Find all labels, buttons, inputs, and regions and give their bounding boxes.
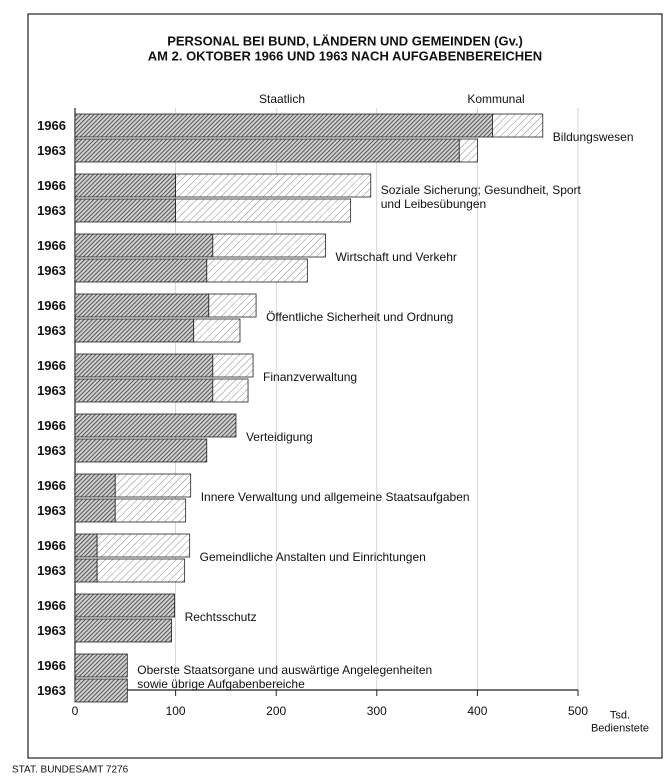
year-label: 1966 [37,598,66,613]
bar [96,558,186,583]
year-label: 1966 [37,238,66,253]
category-label: Bildungswesen [553,130,634,144]
chart-title: PERSONAL BEI BUND, LÄNDERN UND GEMEINDEN… [167,33,523,48]
bar [74,533,98,558]
year-label: 1963 [37,383,66,398]
year-label: 1966 [37,298,66,313]
category-label: Soziale Sicherung; Gesundheit, Sport und … [381,183,582,211]
bar [212,353,254,378]
x-tick-label: 500 [568,704,588,718]
bar [74,258,208,283]
bar [74,173,176,198]
bar [74,233,214,258]
year-label: 1963 [37,503,66,518]
x-tick-label: 300 [367,704,387,718]
bar [175,198,352,223]
category-label: Rechtsschutz [185,610,257,624]
year-label: 1963 [37,443,66,458]
source: STAT. BUNDESAMT 7276 [12,765,129,776]
bar [96,533,191,558]
bar [74,353,214,378]
x-tick-label: 400 [467,704,487,718]
legend-label: Kommunal [467,92,524,106]
bar [74,473,116,498]
year-label: 1966 [37,358,66,373]
category-label: Verteidigung [246,430,313,444]
chart-title: AM 2. OKTOBER 1966 UND 1963 NACH AUFGABE… [148,48,542,63]
bar [175,173,372,198]
year-label: 1963 [37,323,66,338]
year-label: 1963 [37,683,66,698]
category-label: Gemeindliche Anstalten und Einrichtungen [200,550,426,564]
frame [27,13,663,759]
category-label: Innere Verwaltung und allgemeine Staatsa… [201,490,470,504]
bar [74,438,208,463]
bar [74,113,493,138]
year-label: 1963 [37,203,66,218]
bar [492,113,544,138]
year-label: 1963 [37,143,66,158]
bar [212,233,326,258]
year-label: 1963 [37,563,66,578]
year-label: 1966 [37,538,66,553]
bar [193,318,241,343]
bar [74,378,214,403]
year-label: 1966 [37,118,66,133]
x-tick-label: 100 [166,704,186,718]
category-label: Oberste Staatsorgane und auswärtige Ange… [137,663,432,691]
bar [114,473,192,498]
category-label: Öffentliche Sicherheit und Ordnung [266,310,453,324]
year-label: 1963 [37,623,66,638]
category-label: Finanzverwaltung [263,370,357,384]
category-label: Wirtschaft und Verkehr [335,250,456,264]
bar [74,413,237,438]
bar [74,138,460,163]
bar [74,618,172,643]
x-tick-label: 200 [266,704,286,718]
x-axis-label: Tsd. Bedienstete [591,709,649,734]
bar [74,558,98,583]
bar [114,498,187,523]
bar [74,318,195,343]
bar [74,198,176,223]
bar [208,293,257,318]
legend-label: Staatlich [259,92,305,106]
bar [212,378,249,403]
bar [206,258,308,283]
year-label: 1966 [37,418,66,433]
year-label: 1966 [37,178,66,193]
bar [74,653,128,678]
bar [74,498,116,523]
bar [74,293,210,318]
bar [458,138,478,163]
x-tick-label: 0 [72,704,79,718]
bar [74,678,128,703]
bar [74,593,175,618]
year-label: 1966 [37,478,66,493]
year-label: 1966 [37,658,66,673]
year-label: 1963 [37,263,66,278]
